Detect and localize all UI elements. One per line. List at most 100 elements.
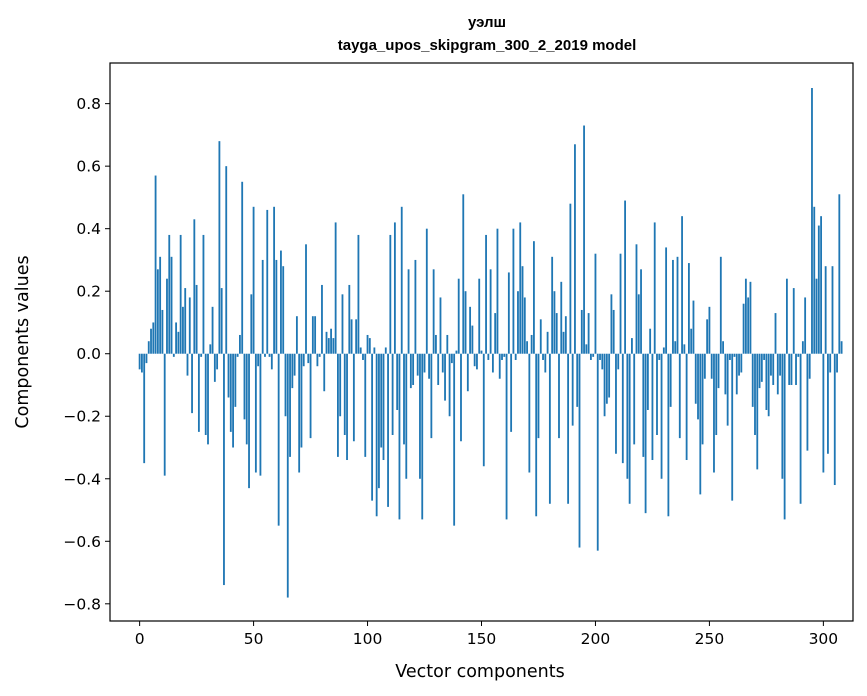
bar [533, 241, 535, 354]
bar [298, 353, 301, 473]
y-tick-label: 0.6 [76, 158, 101, 176]
bar [571, 353, 574, 426]
bar [660, 353, 663, 479]
bar [211, 306, 214, 354]
bar [548, 353, 551, 504]
bar [453, 353, 456, 526]
bar [583, 125, 585, 354]
bar [530, 334, 533, 354]
bar [469, 306, 472, 354]
bar [792, 288, 795, 354]
bar [697, 353, 699, 420]
bar [220, 288, 223, 354]
bar [478, 278, 481, 354]
bar [150, 328, 152, 354]
bar [487, 353, 490, 360]
bar [706, 319, 709, 354]
bar-group [138, 88, 843, 598]
bar [808, 353, 811, 379]
x-tick-label: 300 [809, 630, 839, 648]
bar [731, 353, 734, 501]
chart-title: уэлш [468, 14, 506, 31]
bar [829, 353, 832, 373]
bar [179, 234, 182, 354]
bar [366, 334, 369, 354]
bar [662, 347, 665, 354]
bar [270, 353, 273, 370]
bar [699, 353, 702, 495]
bar [754, 353, 756, 435]
bar [519, 222, 522, 354]
bar [772, 353, 775, 385]
bar [678, 353, 681, 439]
bar [332, 338, 335, 354]
bar [713, 353, 715, 473]
bar [311, 316, 314, 354]
bar [824, 266, 827, 354]
bar [419, 353, 421, 479]
bar [423, 353, 426, 373]
bar [359, 347, 362, 354]
bar [729, 353, 731, 360]
bar [391, 353, 394, 435]
bar [325, 331, 328, 354]
bar [594, 253, 597, 354]
bar [177, 331, 180, 354]
bar [779, 353, 781, 376]
bar [667, 353, 670, 517]
bar [562, 331, 565, 354]
bar [836, 353, 838, 373]
bar [286, 353, 289, 598]
bar [642, 353, 645, 457]
bar [439, 297, 442, 354]
bar [373, 347, 376, 354]
bar [441, 353, 444, 373]
plot-frame [109, 62, 854, 622]
bar [742, 303, 745, 354]
bar [719, 256, 722, 354]
y-tick-label: 0.4 [76, 220, 101, 238]
bar [687, 263, 690, 354]
bar [795, 353, 797, 385]
bar [733, 353, 736, 357]
bar [223, 353, 225, 586]
bar [334, 222, 337, 354]
bar [248, 353, 250, 489]
x-axis-label: Vector components [395, 662, 564, 682]
bar [398, 353, 401, 520]
bar [626, 353, 629, 479]
bar [371, 353, 374, 501]
bar [250, 294, 253, 354]
bar [380, 353, 383, 448]
bar [348, 284, 351, 354]
bar [346, 353, 348, 461]
bar [681, 216, 683, 354]
bar [341, 294, 344, 354]
bar [635, 244, 638, 354]
bar [817, 225, 820, 354]
bar [323, 353, 326, 392]
bar [202, 234, 205, 354]
bar [195, 284, 198, 354]
bar [838, 194, 841, 354]
bar [321, 284, 323, 354]
bar [191, 353, 193, 414]
bar [236, 353, 239, 357]
bar [617, 353, 620, 370]
bar [275, 259, 278, 354]
bar [774, 313, 777, 354]
bar [674, 341, 677, 354]
bar [801, 341, 804, 354]
bar [216, 353, 219, 370]
bar [184, 288, 187, 354]
bar [665, 247, 668, 354]
bar [295, 316, 298, 354]
bar [523, 297, 526, 354]
bar [631, 338, 633, 354]
bar [200, 353, 203, 357]
bar [517, 291, 519, 354]
bar [763, 353, 766, 360]
bar [455, 350, 458, 354]
bar [352, 353, 355, 442]
bar [327, 338, 330, 354]
